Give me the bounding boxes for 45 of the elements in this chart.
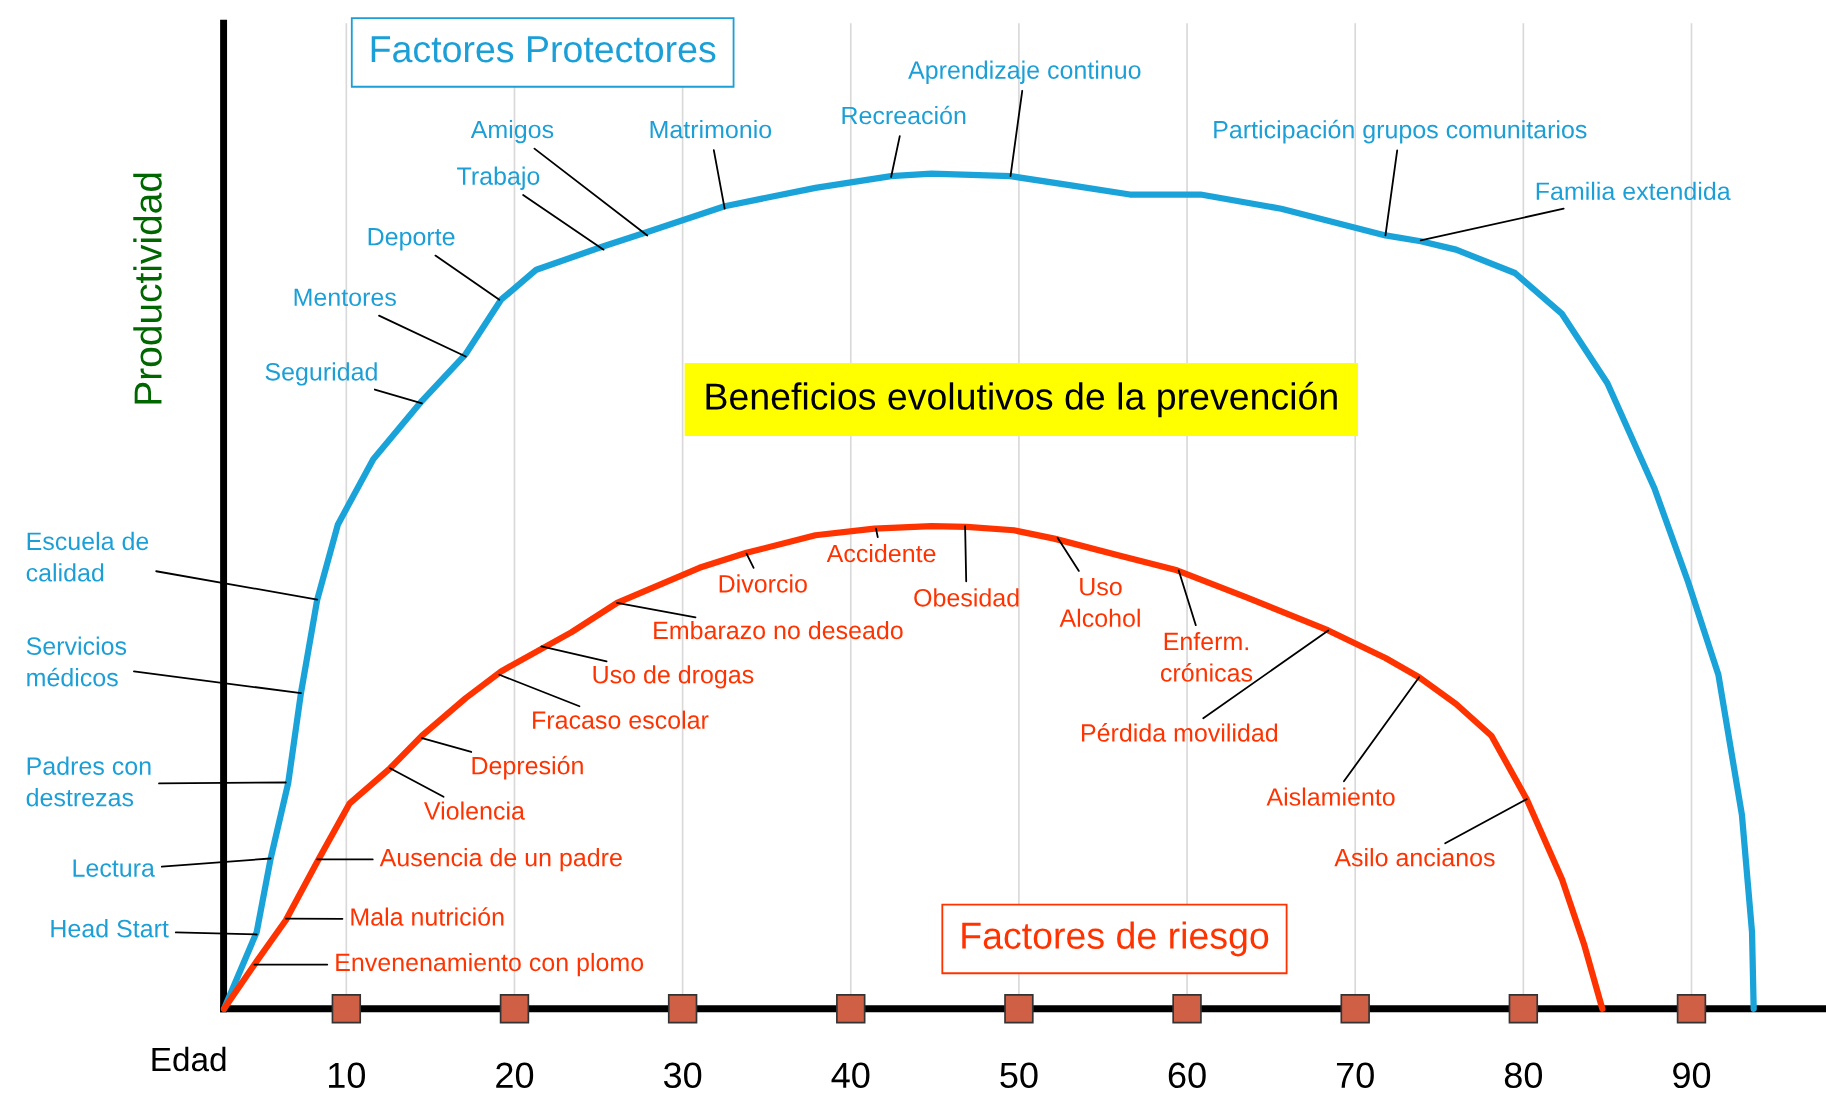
x-tick-label: 20: [496, 1062, 534, 1089]
annotation: Mentores: [294, 288, 396, 307]
annotation: Enferm. crónicas: [1160, 631, 1253, 682]
annotation: Asilo ancianos: [1334, 848, 1495, 867]
annotation: Uso de drogas: [593, 665, 754, 689]
annotation: Embarazo no deseado: [654, 620, 903, 640]
x-tick-label: 40: [831, 1062, 870, 1089]
annotation: Trabajo: [457, 166, 540, 190]
x-tick-label: 10: [329, 1062, 366, 1089]
annotation: Pérdida movilidad: [1082, 723, 1278, 742]
x-tick-label: 90: [1673, 1062, 1711, 1089]
annotation: Deporte: [368, 228, 455, 251]
annotation: Envenenamiento con plomo: [336, 952, 644, 977]
annotation: Uso Alcohol: [1059, 578, 1140, 628]
annotation: Ausencia de un padre: [379, 848, 622, 872]
annotation: Padres con destrezas: [26, 756, 151, 807]
x-axis-title: Edad: [152, 1046, 226, 1072]
annotation: Factores de riesgo: [962, 921, 1269, 957]
text: Beneficios evolutivos de la prevención: [706, 381, 1337, 418]
x-tick-label: 60: [1168, 1062, 1206, 1089]
annotation: Servicios médicos: [26, 636, 127, 687]
y-axis-title: Productividad: [133, 173, 162, 404]
annotation: Head Start: [51, 919, 169, 938]
annotation: Aprendizaje continuo: [908, 60, 1141, 84]
annotation: Accidente: [826, 544, 936, 563]
annotation: Amigos: [470, 119, 554, 144]
annotation: Recreación: [842, 105, 966, 125]
annotation: Matrimonio: [650, 119, 772, 139]
annotation: Participación grupos comunitarios: [1214, 119, 1587, 144]
x-tick-label: 50: [1000, 1062, 1038, 1089]
x-tick-label: 70: [1336, 1062, 1374, 1089]
annotation: Obesidad: [914, 588, 1019, 607]
annotation: Lectura: [73, 859, 155, 877]
annotation: Seguridad: [265, 362, 377, 386]
annotation: Violencia: [424, 801, 525, 820]
annotation: Depresión: [472, 755, 583, 780]
x-tick-label: 30: [663, 1062, 702, 1089]
annotation: Escuela de calidad: [26, 531, 149, 582]
x-tick-label: 80: [1504, 1062, 1543, 1089]
annotation: Mala nutrición: [351, 907, 504, 926]
annotation: Familia extendida: [1536, 181, 1731, 201]
annotation: Divorcio: [719, 574, 807, 593]
annotation: Aislamiento: [1266, 787, 1395, 806]
text: Factores Protectores: [371, 36, 716, 63]
annotation: Fracaso escolar: [533, 710, 709, 729]
